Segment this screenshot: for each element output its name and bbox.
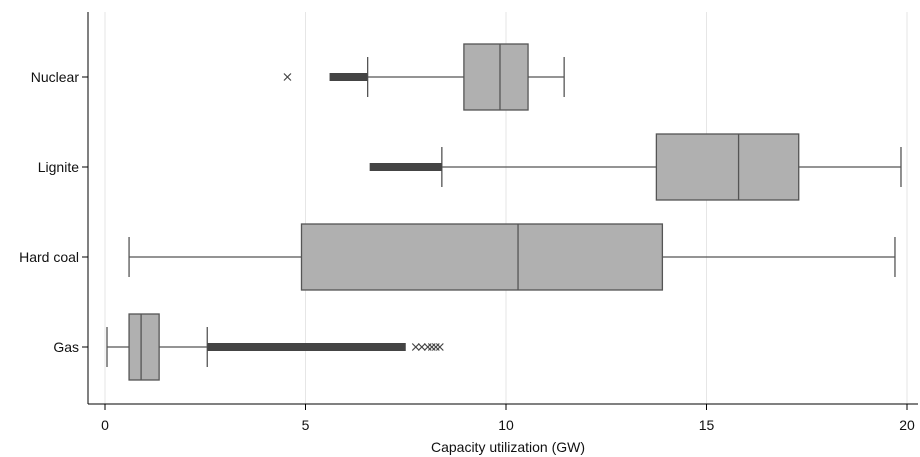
outlier-point [417, 343, 426, 351]
y-tick-label: Gas [53, 339, 79, 355]
outlier-point [411, 343, 420, 351]
x-axis-title: Capacity utilization (GW) [431, 439, 585, 455]
box-nuclear [283, 43, 565, 111]
outlier-band [369, 163, 442, 171]
iqr-box [655, 133, 800, 201]
y-ticks: Nuclear Lignite Hard coal Gas [19, 69, 88, 355]
outlier-point [427, 343, 436, 351]
outlier-point [431, 343, 440, 351]
boxes [106, 43, 902, 381]
x-tick-label: 0 [101, 417, 109, 433]
box-lignite [369, 133, 902, 201]
outlier-band [329, 73, 368, 81]
iqr-box [463, 43, 529, 111]
iqr-box [300, 223, 664, 291]
box-hard-coal [128, 223, 896, 291]
outlier-band [207, 343, 406, 351]
outlier-point [283, 73, 292, 81]
y-tick-label: Lignite [38, 159, 79, 175]
x-tick-label: 20 [899, 417, 915, 433]
outlier-point [423, 343, 432, 351]
y-tick-label: Nuclear [31, 69, 80, 85]
x-tick-label: 5 [302, 417, 310, 433]
outlier-point [435, 343, 444, 351]
box-gas [106, 313, 444, 381]
x-ticks: 0 5 10 15 20 [101, 404, 915, 433]
x-tick-label: 10 [498, 417, 514, 433]
iqr-box [128, 313, 160, 381]
y-tick-label: Hard coal [19, 249, 79, 265]
x-tick-label: 15 [699, 417, 715, 433]
